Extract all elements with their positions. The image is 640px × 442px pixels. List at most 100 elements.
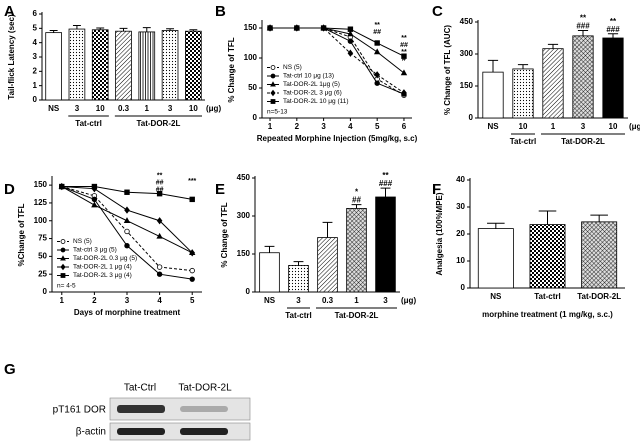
group-label: Tat-ctrl bbox=[75, 119, 102, 128]
error-bar bbox=[380, 187, 391, 197]
x-tick-label: 10 bbox=[519, 122, 528, 131]
point bbox=[374, 80, 380, 86]
error-bar bbox=[189, 29, 198, 32]
point bbox=[123, 217, 131, 223]
point bbox=[189, 249, 196, 257]
y-tick-label: 150 bbox=[460, 81, 474, 90]
y-tick-label: 300 bbox=[460, 49, 474, 58]
point bbox=[347, 30, 354, 37]
unit-label: (μg) bbox=[401, 296, 416, 305]
bar bbox=[259, 252, 280, 293]
unit-label: (μg) bbox=[206, 104, 221, 113]
legend-note: n= 4-5 bbox=[57, 283, 76, 290]
y-tick-label: 0 bbox=[33, 95, 38, 104]
panel-letter: G bbox=[4, 361, 16, 378]
y-tick-label: 40 bbox=[456, 175, 465, 184]
point bbox=[401, 89, 407, 97]
y-tick-label: 0 bbox=[246, 287, 251, 296]
legend-label: Tat-DOR-2L 3 μg (4) bbox=[73, 272, 132, 279]
point bbox=[156, 190, 163, 197]
bar bbox=[91, 29, 109, 101]
legend-label: Tat-ctrl 3 μg (5) bbox=[73, 247, 117, 254]
error-bar bbox=[322, 221, 333, 238]
x-tick-label: 0.3 bbox=[322, 296, 334, 305]
point bbox=[124, 228, 130, 235]
x-tick-label: 3 bbox=[321, 122, 326, 131]
x-tick-label: 2 bbox=[92, 296, 97, 305]
panel-letter: B bbox=[215, 3, 226, 20]
row-label: pT161 DOR bbox=[53, 405, 106, 416]
legend-label: Tat-ctrl 10 μg (13) bbox=[283, 73, 334, 80]
y-tick-label: 25 bbox=[38, 269, 47, 278]
x-axis-label: morphine treatment (1 mg/kg, s.c.) bbox=[482, 310, 613, 319]
point bbox=[60, 247, 66, 253]
bar bbox=[45, 32, 62, 101]
error-bar bbox=[538, 210, 557, 225]
x-tick-label: 1 bbox=[145, 104, 150, 113]
x-tick-label: 3 bbox=[296, 296, 301, 305]
error-bar bbox=[487, 59, 499, 73]
bar bbox=[512, 68, 534, 119]
annotation: ## bbox=[400, 42, 408, 49]
x-tick-label: NS bbox=[48, 104, 60, 113]
y-tick-label: 5 bbox=[33, 23, 38, 32]
x-tick-label: 5 bbox=[375, 122, 380, 131]
bar bbox=[572, 35, 594, 119]
x-tick-label: 1 bbox=[354, 296, 359, 305]
annotation: # bbox=[402, 56, 406, 63]
x-tick-label: 10 bbox=[609, 122, 618, 131]
point bbox=[59, 183, 65, 190]
x-tick-label: 10 bbox=[96, 104, 105, 113]
blot-panel: G Tat-Ctrl Tat-DOR-2L pT161 DOR β-actin bbox=[4, 361, 251, 441]
error-bar bbox=[351, 204, 362, 209]
y-tick-label: 0 bbox=[43, 287, 48, 296]
bar bbox=[542, 48, 564, 119]
point bbox=[189, 276, 195, 282]
bar bbox=[68, 28, 86, 101]
annotation: ** bbox=[580, 14, 587, 23]
unit-label: (μg) bbox=[629, 122, 640, 131]
lane-label: Tat-Ctrl bbox=[124, 383, 156, 394]
error-bar bbox=[72, 24, 81, 30]
group-label: Tat-ctrl bbox=[510, 137, 537, 146]
y-tick-label: 0 bbox=[461, 283, 466, 292]
x-tick-label: 2 bbox=[295, 122, 300, 131]
annotation: *** bbox=[188, 178, 196, 185]
annotation: ### bbox=[379, 179, 393, 188]
annotation: ** bbox=[157, 173, 163, 180]
annotation: ### bbox=[606, 25, 620, 34]
error-bar bbox=[487, 222, 505, 229]
y-tick-label: 6 bbox=[33, 9, 38, 18]
annotation: ** bbox=[610, 17, 617, 26]
x-axis-label: Days of morphine treatment bbox=[74, 308, 181, 317]
panel-letter: E bbox=[215, 181, 225, 198]
point bbox=[91, 183, 98, 190]
x-tick-label: Tat-DOR-2L bbox=[577, 292, 621, 301]
point bbox=[60, 255, 66, 261]
group-label: Tat-DOR-2L bbox=[335, 311, 379, 320]
bar bbox=[375, 196, 396, 293]
error-bar bbox=[49, 29, 58, 33]
annotation: ## bbox=[373, 29, 381, 36]
point bbox=[294, 25, 300, 31]
y-tick-label: 125 bbox=[34, 198, 48, 207]
point bbox=[124, 242, 130, 249]
error-bar bbox=[293, 261, 304, 266]
panel-letter: F bbox=[432, 181, 441, 198]
point bbox=[270, 65, 276, 70]
panel-letter: D bbox=[4, 181, 15, 198]
x-tick-label: NS bbox=[490, 292, 502, 301]
point bbox=[270, 89, 276, 97]
panel-letter: C bbox=[432, 3, 443, 20]
annotation: * bbox=[355, 188, 359, 197]
x-axis-label: Repeated Morphine Injection (5mg/kg, s.c… bbox=[257, 134, 418, 143]
panel-letter: A bbox=[4, 3, 15, 20]
x-tick-label: NS bbox=[264, 296, 276, 305]
y-tick-label: 30 bbox=[456, 202, 465, 211]
y-tick-label: 20 bbox=[456, 229, 465, 238]
error-bar bbox=[96, 27, 105, 30]
x-tick-label: 3 bbox=[383, 296, 388, 305]
blot-band bbox=[180, 406, 228, 412]
y-tick-label: 100 bbox=[34, 216, 48, 225]
